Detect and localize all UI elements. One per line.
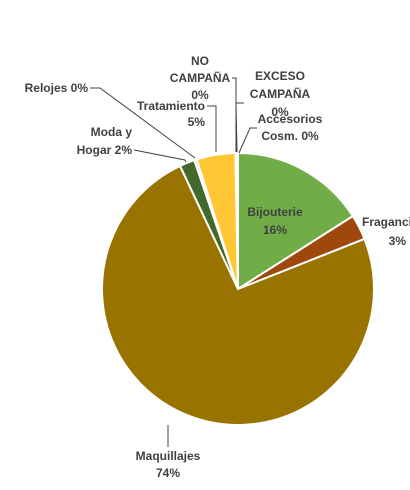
pie-slice-accesorios-cosm [236,151,239,290]
data-label-moda-y-hogar-pct: Hogar 2% [77,143,133,157]
leader-line-no-campana [232,77,237,152]
data-label-maquillajes-pct: 74% [156,466,180,480]
data-label-accesorios-cosm-pct: Cosm. 0% [261,129,319,143]
leader-line-accesorios-cosm [238,127,257,154]
data-label-no-campana-1: CAMPAÑA [170,70,231,85]
data-label-exceso-campana: EXCESO [255,69,305,83]
data-label-fragancias: Fragancias [362,215,410,229]
data-label-tratamiento-pct: 5% [188,115,206,129]
leader-line-exceso-campana [235,102,244,153]
data-label-exceso-campana-1: CAMPAÑA [250,86,311,101]
pie-slices [100,151,375,426]
data-label-moda-y-hogar: Moda y [91,125,133,139]
pie-labels: Bijouterie 16% Fragancias 3% Maquillajes 74% M… [25,54,410,480]
data-label-tratamiento: Tratamiento [137,99,205,113]
data-label-accesorios-cosm: Accesorios [258,112,323,126]
leader-line-tratamiento [207,105,217,152]
data-label-bijouterie: Bijouterie [247,205,303,219]
pie-slice-maquillajes [100,164,375,426]
data-label-no-campana-pct: 0% [191,88,209,102]
data-label-fragancias-pct: 3% [389,234,407,248]
data-label-exceso-campana-pct: 0% [271,105,289,119]
data-label-bijouterie-pct: 16% [263,223,287,237]
data-label-relojes: Relojes 0% [25,81,89,95]
data-label-no-campana: NO [191,54,209,68]
data-label-maquillajes: Maquillajes [136,449,201,463]
leader-line-moda-y-hogar [133,149,187,163]
leader-line-relojes [90,87,196,159]
pie-slice-bijouterie [237,151,355,291]
